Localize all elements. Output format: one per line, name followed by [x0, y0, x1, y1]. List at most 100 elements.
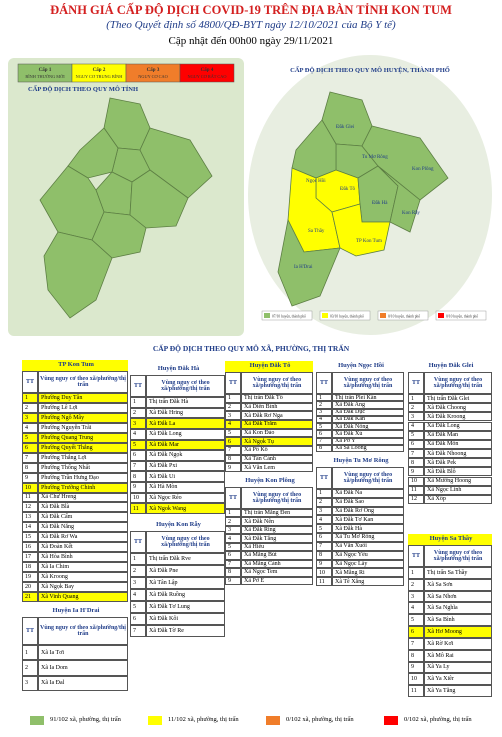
row-name: Xã Pờ Y: [332, 437, 404, 445]
row-tt: 12: [408, 494, 424, 504]
row-tt: 4: [316, 415, 332, 423]
district-label: Tu Mơ Rông: [362, 155, 388, 160]
district-label: Sa Thầy: [308, 229, 325, 234]
district: [277, 218, 341, 307]
header-area: Vùng nguy cơ theo xã/phường/thị trấn: [424, 372, 492, 394]
row-tt: 5: [130, 601, 146, 613]
row-tt: 9: [316, 559, 332, 569]
district-title: Huyện Ngọc Hồi: [316, 361, 404, 372]
region: [43, 231, 113, 319]
row-name: Xã Kon Đào: [241, 428, 313, 438]
row-tt: 20: [22, 582, 38, 593]
row-name: Thị trấn Sa Thầy: [424, 567, 492, 579]
row-name: Xã Sa Sơn: [424, 578, 492, 591]
row-tt: 5: [22, 432, 38, 443]
row-tt: 19: [22, 572, 38, 583]
row-tt: 2: [22, 402, 38, 413]
row-tt: 7: [225, 559, 241, 569]
row-name: Phường Quang Trung: [38, 432, 128, 443]
district-label: Đắk Hà: [372, 200, 388, 206]
row-tt: 8: [225, 454, 241, 464]
row-name: Xã Đăk Man: [424, 430, 492, 440]
header-tt: TT: [22, 617, 38, 645]
row-name: Xã Đăk Pek: [424, 458, 492, 468]
row-name: Xã Hơ Moong: [424, 626, 492, 638]
row-name: Xã Tân Lập: [146, 577, 225, 589]
section-title: CẤP ĐỘ DỊCH THEO QUY MÔ XÃ, PHƯỜNG, THỊ …: [152, 344, 350, 353]
row-name: Phường Trường Chinh: [38, 482, 128, 493]
row-name: Xã Đăk Tăng: [241, 534, 313, 543]
row-name: Xã Ya Xiêr: [424, 673, 492, 686]
district-map-title: CẤP ĐỘ DỊCH THEO QUY MÔ HUYỆN, THÀNH PHỐ: [290, 66, 450, 74]
row-name: Xã Pô Kô: [241, 446, 313, 455]
subtitle: (Theo Quyết định số 4800/QĐ-BYT ngày 12/…: [106, 19, 396, 31]
row-tt: 7: [408, 637, 424, 650]
row-name: Xã Ya Ly: [424, 661, 492, 674]
legend-label: NGUY CƠ RẤT CAO: [187, 74, 226, 79]
legend-level: Cấp 2: [93, 68, 106, 73]
header-area: Vùng nguy cơ theo xã/phường/thị trấn: [241, 372, 313, 394]
header-tt: TT: [408, 545, 424, 567]
header-area: Vùng nguy cơ theo xã/phường/thị trấn: [38, 617, 128, 645]
row-name: Xã Đăk Ruồng: [146, 589, 225, 601]
district: [331, 203, 391, 257]
header-tt: TT: [225, 372, 241, 394]
row-tt: 2: [408, 578, 424, 591]
row-name: Xã Ngọc Yêu: [332, 550, 404, 560]
row-name: Xã Sa Nhơn: [424, 590, 492, 603]
legend-box: [261, 310, 313, 321]
district-title: Huyện Đăk Glei: [408, 361, 492, 372]
header-tt: TT: [130, 375, 146, 397]
row-name: Xã Vinh Quang: [38, 592, 128, 602]
row-name: Phường Thống Nhất: [38, 462, 128, 473]
district-title: TP Kon Tum: [22, 360, 128, 371]
row-name: Xã Sa Nghĩa: [424, 602, 492, 615]
row-name: Xã Đăk Ang: [332, 401, 404, 409]
row-name: Thị trấn Đăk Hà: [146, 397, 225, 408]
row-tt: 8: [408, 458, 424, 468]
row-name: Xã Hiếu: [241, 542, 313, 552]
row-name: Xã Măng Bút: [241, 551, 313, 560]
row-name: Xã Hòa Bình: [38, 552, 128, 563]
row-name: Xã Ia Chim: [38, 562, 128, 573]
row-tt: 21: [22, 592, 38, 602]
row-tt: 9: [22, 472, 38, 483]
row-tt: 7: [130, 460, 146, 472]
row-name: Xã Ia Đal: [38, 675, 128, 691]
header-tt: TT: [22, 371, 38, 393]
header-area: Vùng nguy cơ theo xã/phường/thị trấn: [38, 371, 128, 393]
updated: Cập nhật đến 00h00 ngày 29/11/2021: [168, 35, 334, 47]
row-tt: 11: [408, 685, 424, 697]
row-tt: 5: [225, 542, 241, 552]
legend-level: Cấp 1: [39, 68, 52, 73]
row-name: Thị trấn Đăk Glei: [424, 394, 492, 404]
row-name: Xã Kroong: [38, 572, 128, 583]
row-name: Xã Đăk Trăm: [241, 420, 313, 429]
row-tt: 3: [408, 590, 424, 603]
row-name: Xã Tân Cảnh: [241, 454, 313, 464]
row-name: Xã Mô Rai: [424, 649, 492, 662]
row-tt: 4: [130, 428, 146, 440]
row-tt: 5: [130, 439, 146, 451]
row-name: Phường Duy Tân: [38, 393, 128, 403]
row-tt: 7: [225, 446, 241, 455]
row-tt: 4: [316, 515, 332, 525]
row-tt: 10: [408, 476, 424, 486]
row-name: Xã Tu Mơ Rông: [332, 533, 404, 542]
row-tt: 6: [408, 439, 424, 449]
district-label: Kon Rẫy: [402, 210, 420, 216]
row-tt: 9: [408, 467, 424, 477]
row-name: Xã Măng Cành: [241, 559, 313, 569]
maps: CẤP ĐỘ DỊCH THEO QUY MÔ TỈNH CẤP ĐỘ DỊCH…: [8, 55, 492, 336]
legend-box: [319, 310, 371, 321]
row-name: Xã Ya Tăng: [424, 685, 492, 697]
district-label: Kon Plông: [412, 167, 434, 172]
row-tt: 3: [130, 577, 146, 589]
row-tt: 3: [316, 506, 332, 516]
row-tt: 11: [316, 577, 332, 586]
row-name: Xã Đăk Choong: [424, 403, 492, 413]
row-tt: 7: [130, 625, 146, 637]
row-name: Phường Quyết Thắng: [38, 442, 128, 453]
row-tt: 4: [22, 422, 38, 433]
row-name: Xã Văn Lem: [241, 463, 313, 472]
